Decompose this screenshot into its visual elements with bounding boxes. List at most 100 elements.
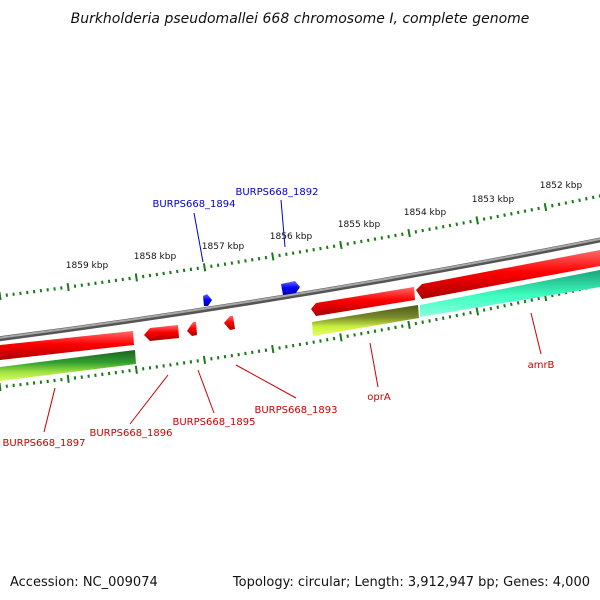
gene-BURPS668_1894[interactable]	[203, 294, 212, 306]
minor-tick	[591, 195, 595, 200]
minor-tick	[128, 276, 131, 281]
gene-label-BURPS668_1895[interactable]: BURPS668_1895	[172, 417, 255, 428]
minor-tick	[87, 282, 90, 286]
minor-tick	[176, 362, 179, 366]
callout-line	[197, 369, 215, 414]
minor-tick	[196, 266, 199, 271]
gene-label-BURPS668_1892[interactable]: BURPS668_1892	[235, 187, 318, 198]
minor-tick	[571, 199, 574, 204]
gene-oprA[interactable]	[311, 287, 415, 316]
minor-tick	[523, 299, 527, 304]
minor-tick	[196, 359, 199, 363]
minor-tick	[516, 210, 520, 215]
minor-tick	[155, 272, 159, 277]
gene-label-BURPS668_1894[interactable]: BURPS668_1894	[152, 199, 235, 210]
feature-band-green	[0, 350, 136, 381]
minor-tick	[373, 329, 377, 333]
gene-label-BURPS668_1897[interactable]: BURPS668_1897	[2, 438, 85, 449]
minor-tick	[421, 320, 424, 324]
minor-tick	[435, 226, 438, 230]
minor-tick	[319, 339, 322, 343]
minor-tick	[251, 258, 254, 262]
gene-BURPS668_1893[interactable]	[224, 316, 235, 330]
minor-tick	[503, 303, 506, 308]
minor-tick	[469, 219, 472, 224]
minor-tick	[278, 253, 281, 258]
minor-tick	[380, 236, 384, 240]
minor-tick	[496, 305, 500, 310]
minor-tick	[441, 225, 445, 229]
minor-tick	[176, 269, 179, 274]
minor-tick	[394, 233, 397, 238]
gene-label-BURPS668_1896[interactable]: BURPS668_1896	[89, 428, 172, 439]
minor-tick	[448, 223, 452, 228]
gene-label-BURPS668_1893[interactable]: BURPS668_1893	[254, 405, 337, 416]
major-tick	[66, 282, 70, 292]
minor-tick	[346, 242, 349, 246]
minor-tick	[264, 348, 268, 352]
minor-tick	[230, 353, 234, 358]
scale-tick-label: 1858 kbp	[134, 252, 177, 262]
minor-tick	[278, 346, 281, 350]
minor-tick	[448, 315, 452, 319]
gene-amrB[interactable]	[416, 250, 600, 299]
minor-tick	[257, 349, 261, 354]
minor-tick	[489, 216, 493, 220]
major-tick	[202, 355, 207, 364]
major-tick	[543, 203, 548, 212]
minor-tick	[230, 261, 234, 265]
minor-tick	[401, 232, 404, 236]
scale-tick-label: 1856 kbp	[270, 232, 313, 242]
callout-line	[280, 199, 286, 248]
minor-tick	[496, 214, 499, 219]
minor-tick	[305, 341, 309, 346]
gene-BURPS668_1892[interactable]	[281, 281, 300, 295]
minor-tick	[360, 331, 363, 336]
minor-tick	[94, 373, 97, 378]
minor-tick	[428, 319, 431, 323]
minor-tick	[251, 350, 254, 355]
major-tick	[339, 333, 343, 342]
gene-BURPS668_1895[interactable]	[187, 322, 197, 336]
minor-tick	[319, 246, 322, 251]
minor-tick	[312, 247, 315, 252]
gene-label-oprA[interactable]: oprA	[367, 392, 391, 403]
minor-tick	[244, 259, 247, 263]
major-tick	[0, 382, 2, 392]
minor-tick	[353, 333, 356, 337]
gene-labels: BURPS668_1892 BURPS668_1894 amrB oprA BU…	[2, 187, 554, 449]
gene-label-amrB[interactable]: amrB	[528, 360, 555, 371]
minor-tick	[401, 324, 404, 328]
forward-strand-genes	[0, 250, 600, 360]
minor-tick	[482, 217, 486, 221]
gene-BURPS668_1896[interactable]	[144, 325, 179, 341]
minor-tick	[53, 287, 56, 291]
minor-tick	[216, 263, 220, 267]
minor-tick	[162, 271, 165, 276]
scale-tick-label: 1852 kbp	[540, 181, 583, 191]
minor-tick	[298, 250, 302, 254]
minor-tick	[585, 196, 588, 201]
minor-tick	[441, 316, 445, 320]
major-tick	[271, 252, 275, 261]
minor-tick	[489, 306, 493, 311]
minor-tick	[264, 255, 268, 260]
minor-tick	[530, 208, 534, 212]
minor-tick	[523, 209, 527, 213]
minor-tick	[510, 302, 513, 307]
gene-BURPS668_1897[interactable]	[0, 331, 134, 360]
minor-tick	[162, 364, 165, 368]
minor-tick	[373, 237, 377, 241]
minor-tick	[291, 343, 295, 348]
minor-tick	[210, 357, 213, 361]
minor-tick	[169, 270, 172, 275]
minor-tick	[94, 281, 97, 286]
minor-tick	[312, 340, 315, 344]
minor-tick	[128, 368, 131, 373]
chromosome-backbone	[0, 237, 600, 342]
minor-tick	[414, 230, 418, 234]
minor-tick	[332, 244, 336, 248]
callout-line	[193, 212, 204, 263]
minor-tick	[305, 249, 309, 253]
